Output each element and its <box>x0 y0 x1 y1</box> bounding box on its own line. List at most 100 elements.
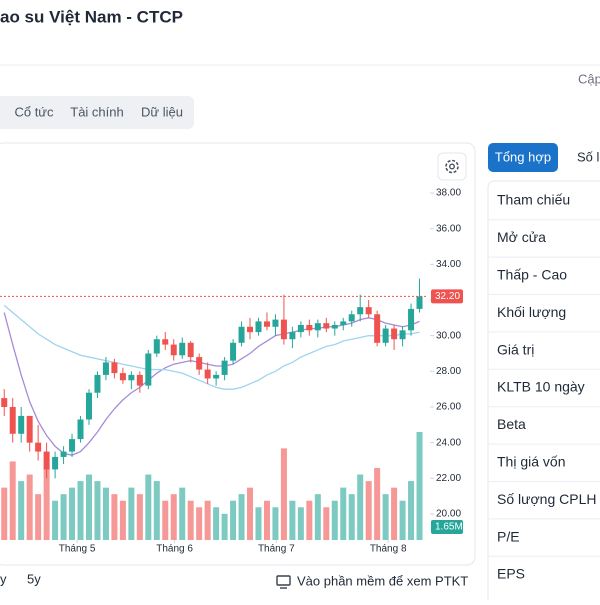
candle-body <box>416 296 423 309</box>
volume-bar <box>60 494 67 540</box>
candle-body <box>374 314 381 343</box>
last-price-label: 32.20 <box>435 291 460 302</box>
row-label: Thấp - Cao <box>497 267 567 283</box>
volume-bar <box>323 507 330 540</box>
volume-bar <box>331 500 338 540</box>
candle-body <box>391 328 398 340</box>
tab[interactable]: Cổ tức <box>14 104 54 119</box>
candle-body <box>85 392 92 420</box>
candle-body <box>119 373 126 381</box>
row-label: Giá trị <box>497 341 534 357</box>
candle-body <box>399 330 406 340</box>
updated: Cập <box>578 71 600 86</box>
candle-body <box>365 307 372 315</box>
volume-bar <box>263 500 270 540</box>
volume-bar <box>136 494 143 540</box>
volume-bar <box>111 494 118 540</box>
candle-body <box>221 360 228 375</box>
volume-bar <box>119 500 126 540</box>
candle-body <box>196 357 203 370</box>
range-button[interactable]: y <box>0 571 7 586</box>
candle-body <box>348 314 355 322</box>
row-label: EPS <box>497 566 525 582</box>
y-tick-label: 28.00 <box>436 366 461 377</box>
volume-bar <box>314 494 321 540</box>
volume-bar <box>357 474 364 540</box>
candle-body <box>26 415 33 443</box>
row-label: Khối lượng <box>497 304 566 320</box>
candle-body <box>162 339 169 345</box>
volume-bar <box>340 487 347 540</box>
row-label: Tham chiếu <box>497 192 570 208</box>
volume-bar <box>18 481 25 540</box>
candle-body <box>77 419 84 440</box>
x-tick-label: Tháng 8 <box>370 544 407 555</box>
candle-body <box>247 326 254 333</box>
candle-body <box>9 407 16 434</box>
volume-bar <box>416 432 423 540</box>
volume-bar <box>43 468 50 540</box>
volume-bar <box>247 487 254 540</box>
candle-body <box>35 442 42 452</box>
volume-bar <box>365 481 372 540</box>
volume-bar <box>289 500 296 540</box>
side-tab[interactable]: Tổng hợp <box>495 149 551 164</box>
settings-button[interactable] <box>437 152 467 181</box>
side-tab-active[interactable] <box>488 143 558 172</box>
volume-bar <box>179 487 186 540</box>
candle-body <box>280 319 287 340</box>
moving-average <box>3 312 420 456</box>
candle-body <box>1 398 8 407</box>
row-label: P/E <box>497 528 520 544</box>
x-tick-label: Tháng 6 <box>156 544 193 555</box>
candle-body <box>69 439 76 452</box>
volume-bar <box>26 474 33 540</box>
volume-bar <box>230 500 237 540</box>
ptkt-icon <box>276 575 291 589</box>
last-price-box <box>431 289 463 304</box>
candle-body <box>230 342 237 361</box>
candle-body <box>331 324 338 329</box>
volume-bar <box>196 507 203 540</box>
candle-body <box>43 451 50 470</box>
candle-body <box>179 342 186 356</box>
candle-body <box>145 353 152 386</box>
range-button[interactable]: 5y <box>27 571 41 586</box>
volume-bar <box>408 481 415 540</box>
row-label: Số lượng CPLH <box>497 491 596 507</box>
volume-bar <box>399 500 406 540</box>
x-tick-label: Tháng 7 <box>258 544 295 555</box>
volume-bar <box>35 494 42 540</box>
candle-body <box>323 323 330 329</box>
volume-bar <box>374 468 381 540</box>
candle-body <box>187 342 194 358</box>
volume-bar <box>102 487 109 540</box>
volume-bar <box>306 500 313 540</box>
row-label: Beta <box>497 416 526 432</box>
volume-bar <box>85 474 92 540</box>
volume-bar <box>77 481 84 540</box>
volume-bar <box>94 481 101 540</box>
volume-bar <box>153 481 160 540</box>
ptkt-link[interactable]: Vào phần mềm để xem PTKT <box>297 573 468 588</box>
volume-bar <box>255 507 262 540</box>
candle-body <box>255 321 262 333</box>
tab[interactable]: Tài chính <box>70 104 123 119</box>
candle-body <box>314 323 321 331</box>
volume-bar <box>162 500 169 540</box>
y-tick-label: 20.00 <box>436 509 461 520</box>
volume-bar <box>170 494 177 540</box>
y-tick-label: 24.00 <box>436 437 461 448</box>
candle-body <box>306 324 313 331</box>
last-volume-label: 1.65M <box>435 522 463 533</box>
candle-body <box>340 321 347 325</box>
candle-body <box>263 321 270 327</box>
tab[interactable]: Dữ liệu <box>141 104 183 119</box>
volume-bar <box>348 494 355 540</box>
y-tick-label: 36.00 <box>436 223 461 234</box>
candle-body <box>52 456 59 470</box>
side-tab[interactable]: Số lệ <box>577 149 600 164</box>
row-label: Mở cửa <box>497 229 546 245</box>
candle-body <box>204 369 211 379</box>
